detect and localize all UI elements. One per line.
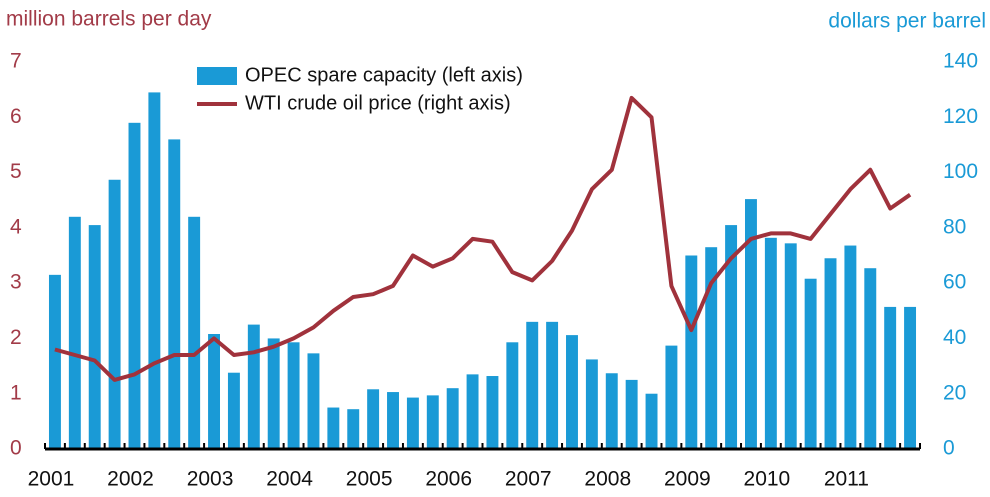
x-tick-label: 2009 (664, 468, 711, 491)
bar (188, 216, 201, 449)
y-tick-label: 4 (10, 215, 22, 238)
bar (68, 216, 81, 449)
bar (665, 345, 678, 449)
bar (705, 247, 718, 449)
bar (208, 334, 220, 449)
bar (824, 258, 837, 449)
bar (148, 92, 161, 450)
bar (466, 374, 479, 449)
bar (108, 179, 121, 449)
bar (406, 397, 419, 449)
bar (287, 342, 300, 449)
x-tick-label: 2007 (505, 468, 552, 491)
y2-tick-label: 120 (943, 105, 978, 128)
bar (745, 199, 757, 449)
bar (88, 225, 101, 449)
x-tick-label: 2001 (28, 468, 75, 491)
y-tick-label: 5 (10, 160, 22, 183)
legend-label: WTI crude oil price (right axis) (245, 92, 511, 114)
bar (605, 373, 618, 449)
bar (585, 359, 598, 449)
bar (784, 243, 797, 449)
x-tick-label: 2010 (744, 468, 791, 491)
bar (486, 376, 499, 449)
bar (764, 237, 777, 449)
bar (904, 306, 917, 449)
bar (566, 335, 578, 449)
x-tick-label: 2004 (266, 468, 313, 491)
y2-tick-label: 100 (943, 160, 978, 183)
legend-label: OPEC spare capacity (left axis) (245, 64, 523, 86)
legend-swatch (197, 67, 237, 85)
bar (506, 342, 519, 449)
bar (685, 255, 698, 449)
y-tick-label: 0 (10, 437, 22, 460)
line (54, 95, 912, 382)
y2-tick-label: 40 (943, 326, 966, 349)
bar (267, 338, 280, 449)
bar (625, 379, 638, 449)
bar (526, 321, 539, 449)
y-tick-label: 6 (10, 105, 22, 128)
bar (426, 395, 439, 449)
x-tick-label: 2005 (346, 468, 393, 491)
bar (387, 392, 399, 449)
bar (725, 225, 738, 449)
y2-tick-label: 20 (943, 381, 966, 404)
bar (48, 274, 61, 449)
bar (804, 278, 817, 449)
bar (864, 268, 877, 449)
y2-tick-label: 80 (943, 215, 966, 238)
y-axis-label: million barrels per day (6, 8, 212, 31)
bar (844, 245, 857, 449)
bar (446, 388, 459, 449)
y2-tick-label: 60 (943, 271, 966, 294)
bar (367, 389, 380, 449)
x-tick-label: 2006 (425, 468, 472, 491)
y2-tick-label: 140 (943, 50, 978, 73)
y-tick-label: 7 (10, 50, 22, 73)
bar (327, 407, 340, 449)
bar (247, 324, 260, 449)
bar (168, 139, 181, 449)
x-tick-label: 2003 (187, 468, 234, 491)
bar (645, 393, 658, 449)
x-tick-label: 2008 (584, 468, 631, 491)
bar (546, 321, 559, 449)
x-tick-label: 2002 (107, 468, 154, 491)
x-tick-label: 2011 (824, 468, 869, 491)
y-tick-label: 3 (10, 271, 22, 294)
bar (128, 122, 141, 450)
bar (227, 372, 240, 449)
y-tick-label: 1 (10, 381, 22, 404)
y2-axis-label: dollars per barrel (828, 10, 986, 33)
bar (347, 409, 360, 449)
y-tick-label: 2 (10, 326, 22, 349)
y2-tick-label: 0 (943, 437, 955, 460)
bar (307, 353, 320, 449)
bar (884, 306, 897, 449)
